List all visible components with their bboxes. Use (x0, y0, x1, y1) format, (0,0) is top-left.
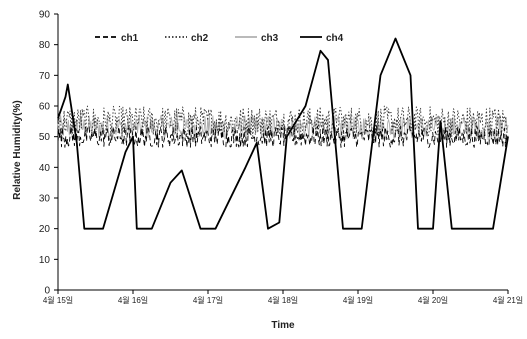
legend-label-ch3: ch3 (261, 33, 279, 44)
y-tick-label: 40 (39, 163, 51, 174)
series-ch1-line (57, 125, 509, 148)
axes: 0 10 20 30 40 50 60 70 80 90 4월 15일 4월 16일 4월 17일 4월 … (39, 10, 523, 306)
x-tick-label: 4월 16일 (118, 295, 148, 305)
x-tick-label: 4월 19일 (343, 295, 373, 305)
x-tick-label: 4월 18일 (268, 295, 298, 305)
series-ch3-line (57, 114, 509, 141)
legend-label-ch2: ch2 (191, 33, 209, 44)
series-layer (57, 37, 509, 230)
x-tick-label: 4월 20일 (418, 295, 448, 305)
y-tick-label: 60 (39, 102, 51, 113)
legend: ch1 ch2 ch3 ch4 (95, 33, 344, 44)
y-tick-label: 90 (39, 10, 51, 21)
legend-label-ch4: ch4 (326, 33, 344, 44)
y-axis-title: Relative Humidity(%) (12, 100, 23, 199)
y-tick-label: 0 (44, 286, 50, 297)
x-tick-label: 4월 15일 (43, 295, 73, 305)
legend-label-ch1: ch1 (121, 33, 139, 44)
y-tick-label: 10 (39, 255, 51, 266)
y-tick-label: 20 (39, 224, 51, 235)
x-tick-label: 4월 17일 (193, 295, 223, 305)
y-tick-label: 80 (39, 40, 51, 51)
y-tick-label: 50 (39, 132, 51, 143)
x-axis-title: Time (271, 320, 295, 331)
series-ch4-line (57, 37, 509, 230)
y-tick-label: 30 (39, 194, 51, 205)
y-tick-label: 70 (39, 71, 51, 82)
x-tick-label: 4월 21일 (493, 295, 523, 305)
